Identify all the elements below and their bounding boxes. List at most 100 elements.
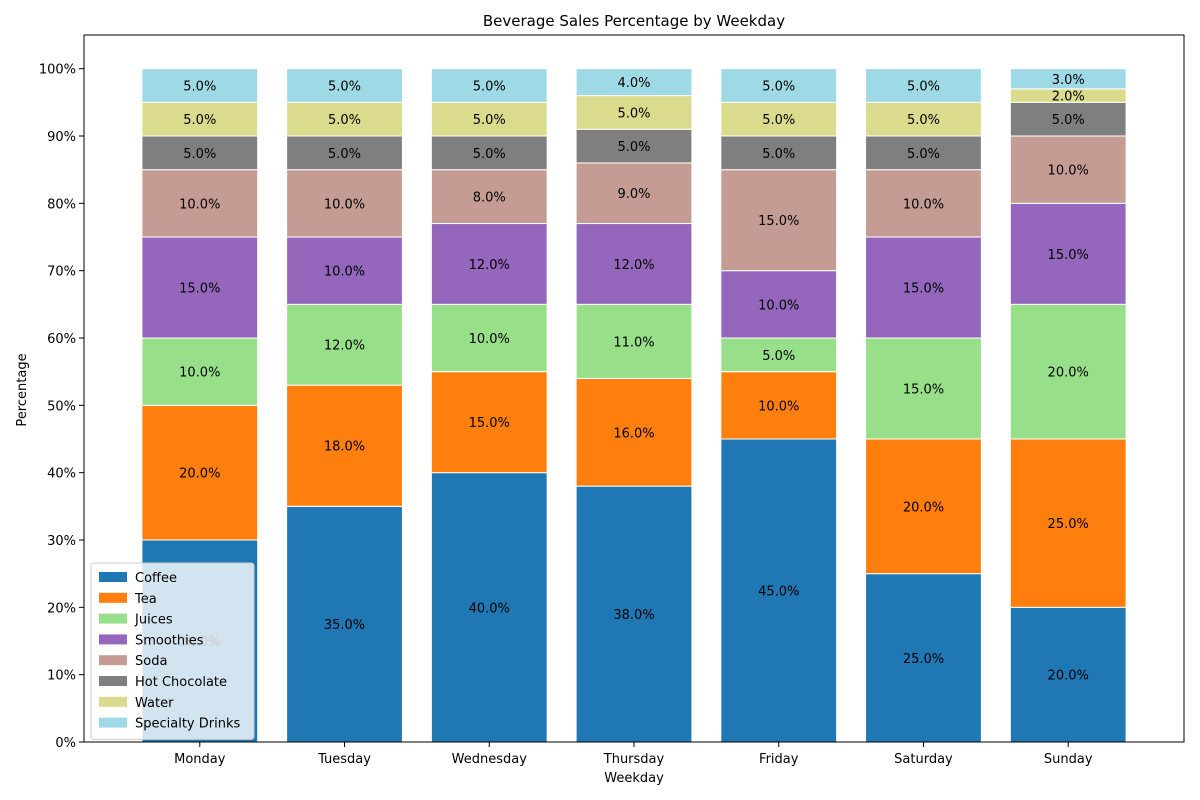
data-label-tea-monday: 20.0% — [179, 467, 220, 482]
bar-smoothies-wednesday — [430, 223, 548, 305]
bar-smoothies-sunday — [1009, 202, 1127, 305]
bar-juices-friday — [720, 337, 838, 373]
data-label-coffee-friday: 45.0% — [758, 585, 799, 600]
y-tick-label: 0% — [55, 736, 76, 751]
bar-water-wednesday — [430, 101, 548, 137]
y-tick-label: 50% — [47, 399, 76, 414]
bar-labels-group: 30.0%20.0%10.0%15.0%10.0%5.0%5.0%5.0%35.… — [179, 73, 1089, 684]
bar-specialty-drinks-saturday — [865, 68, 982, 103]
x-tick-label: Friday — [759, 752, 799, 767]
data-label-soda-tuesday: 10.0% — [324, 197, 365, 212]
data-label-coffee-saturday: 25.0% — [903, 652, 944, 667]
data-label-tea-wednesday: 15.0% — [469, 416, 510, 431]
data-label-specialty-drinks-monday: 5.0% — [183, 80, 216, 95]
x-tick-label: Wednesday — [452, 752, 528, 767]
chart-title: Beverage Sales Percentage by Weekday — [483, 12, 785, 30]
bar-soda-monday — [141, 169, 259, 238]
legend-swatch-soda — [99, 655, 127, 666]
data-label-specialty-drinks-sunday: 3.0% — [1052, 73, 1085, 88]
x-axis-title: Weekday — [604, 771, 664, 786]
data-label-hot-chocolate-wednesday: 5.0% — [473, 147, 506, 162]
bar-juices-thursday — [575, 303, 693, 379]
data-label-coffee-wednesday: 40.0% — [469, 601, 510, 616]
data-label-juices-sunday: 20.0% — [1048, 366, 1089, 381]
data-label-soda-monday: 10.0% — [179, 197, 220, 212]
legend-swatch-hot-chocolate — [99, 676, 127, 686]
y-tick-label: 70% — [47, 265, 76, 280]
data-label-specialty-drinks-friday: 5.0% — [762, 80, 795, 95]
x-tick-label: Saturday — [894, 752, 953, 767]
data-label-hot-chocolate-sunday: 5.0% — [1052, 113, 1085, 128]
data-label-water-saturday: 5.0% — [907, 113, 940, 128]
bar-smoothies-saturday — [865, 236, 982, 339]
y-tick-label: 80% — [47, 197, 76, 212]
data-label-soda-friday: 15.0% — [758, 214, 799, 229]
data-label-water-thursday: 5.0% — [617, 106, 650, 121]
data-label-hot-chocolate-thursday: 5.0% — [617, 140, 650, 155]
legend-swatch-juices — [99, 613, 127, 624]
data-label-water-tuesday: 5.0% — [328, 113, 361, 128]
data-label-hot-chocolate-monday: 5.0% — [183, 147, 216, 162]
data-label-soda-wednesday: 8.0% — [473, 191, 506, 206]
bars-group — [141, 68, 1127, 743]
data-label-soda-thursday: 9.0% — [617, 187, 650, 202]
data-label-soda-sunday: 10.0% — [1048, 164, 1089, 179]
bar-specialty-drinks-thursday — [575, 68, 693, 97]
data-label-juices-saturday: 15.0% — [903, 383, 944, 398]
bar-coffee-sunday — [1009, 606, 1127, 743]
legend-swatch-water — [99, 696, 127, 707]
data-label-hot-chocolate-tuesday: 5.0% — [328, 147, 361, 162]
data-label-specialty-drinks-thursday: 4.0% — [617, 76, 650, 91]
legend-swatch-specialty-drinks — [99, 717, 127, 728]
bar-specialty-drinks-tuesday — [286, 68, 403, 103]
x-tick-label: Monday — [174, 752, 226, 767]
legend-swatch-tea — [99, 592, 127, 603]
legend-label-soda: Soda — [135, 654, 167, 669]
data-label-juices-friday: 5.0% — [762, 349, 795, 364]
bar-soda-friday — [720, 169, 838, 272]
bar-hot-chocolate-sunday — [1009, 101, 1127, 137]
data-label-coffee-sunday: 20.0% — [1048, 669, 1089, 684]
x-tick-label: Thursday — [603, 752, 665, 767]
data-label-coffee-tuesday: 35.0% — [324, 618, 365, 633]
bar-tea-monday — [141, 404, 259, 541]
bar-soda-tuesday — [286, 169, 403, 238]
data-label-smoothies-thursday: 12.0% — [613, 258, 654, 273]
bar-smoothies-monday — [141, 236, 259, 339]
y-tick-label: 20% — [47, 601, 76, 616]
bar-coffee-friday — [720, 438, 838, 743]
bar-specialty-drinks-sunday — [1009, 68, 1127, 90]
data-label-water-monday: 5.0% — [183, 113, 216, 128]
bar-juices-wednesday — [430, 303, 548, 373]
bar-specialty-drinks-wednesday — [430, 68, 548, 103]
bar-soda-wednesday — [430, 169, 548, 225]
y-tick-label: 90% — [47, 130, 76, 145]
bar-soda-saturday — [865, 169, 982, 238]
data-label-hot-chocolate-friday: 5.0% — [762, 147, 795, 162]
bar-smoothies-tuesday — [286, 236, 403, 305]
data-label-smoothies-friday: 10.0% — [758, 298, 799, 313]
y-tick-label: 30% — [47, 534, 76, 549]
data-label-smoothies-saturday: 15.0% — [903, 282, 944, 297]
legend-label-hot-chocolate: Hot Chocolate — [135, 675, 227, 690]
bar-specialty-drinks-monday — [141, 68, 259, 103]
legend-label-water: Water — [135, 696, 174, 711]
x-axis: Monday Tuesday Wednesday Thursday Friday Satu… — [174, 742, 1093, 767]
bar-water-tuesday — [286, 101, 403, 137]
y-tick-label: 40% — [47, 467, 76, 482]
data-label-water-wednesday: 5.0% — [473, 113, 506, 128]
legend-label-specialty-drinks: Specialty Drinks — [135, 717, 240, 732]
bar-tea-saturday — [865, 438, 982, 575]
legend-swatch-coffee — [99, 572, 127, 582]
data-label-water-friday: 5.0% — [762, 113, 795, 128]
data-label-juices-tuesday: 12.0% — [324, 339, 365, 354]
bar-soda-thursday — [575, 162, 693, 225]
legend-label-tea: Tea — [134, 592, 157, 607]
legend-label-coffee: Coffee — [135, 571, 177, 586]
legend-label-smoothies: Smoothies — [135, 633, 204, 648]
bar-specialty-drinks-friday — [720, 68, 838, 103]
x-tick-label: Sunday — [1044, 752, 1093, 767]
x-tick-label: Tuesday — [317, 752, 371, 767]
data-label-tea-sunday: 25.0% — [1048, 517, 1089, 532]
